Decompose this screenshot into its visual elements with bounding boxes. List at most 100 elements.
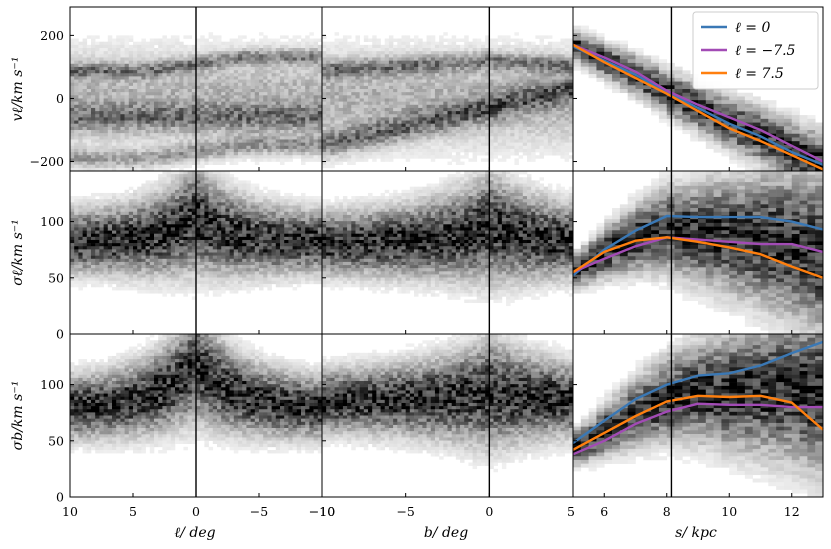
heatmap-cell <box>95 35 100 38</box>
heatmap-cell <box>406 133 410 136</box>
heatmap-cell <box>460 83 464 86</box>
heatmap-cell <box>431 83 435 86</box>
heatmap-cell <box>74 98 79 101</box>
heatmap-cell <box>523 61 527 64</box>
heatmap-cell <box>481 158 485 161</box>
heatmap-cell <box>242 98 247 101</box>
heatmap-cell <box>401 76 405 79</box>
heatmap-cell <box>502 121 506 124</box>
heatmap-cell <box>410 136 414 139</box>
heatmap-cell <box>167 98 172 101</box>
heatmap-cell <box>188 143 193 146</box>
heatmap-cell <box>464 114 468 117</box>
heatmap-cell <box>183 80 188 83</box>
heatmap-cell <box>360 105 364 108</box>
heatmap-cell <box>280 95 285 98</box>
heatmap-cell <box>448 98 452 101</box>
heatmap-cell <box>322 64 326 67</box>
heatmap-cell <box>452 61 456 64</box>
heatmap-cell <box>209 73 214 76</box>
heatmap-cell <box>95 158 100 161</box>
heatmap-cell <box>481 139 485 142</box>
heatmap-cell <box>70 111 75 114</box>
heatmap-cell <box>146 42 151 45</box>
heatmap-cell <box>309 146 314 149</box>
heatmap-cell <box>643 93 651 97</box>
heatmap-cell <box>183 102 188 105</box>
heatmap-cell <box>171 73 176 76</box>
heatmap-cell <box>112 83 117 86</box>
heatmap-cell <box>158 117 163 120</box>
heatmap-cell <box>167 124 172 127</box>
heatmap-cell <box>99 48 104 51</box>
heatmap-cell <box>360 152 364 155</box>
heatmap-cell <box>213 39 218 42</box>
heatmap-cell <box>452 51 456 54</box>
heatmap-cell <box>87 108 92 111</box>
heatmap-cell <box>464 105 468 108</box>
heatmap-cell <box>414 73 418 76</box>
heatmap-cell <box>95 127 100 130</box>
heatmap-cell <box>540 86 544 89</box>
heatmap-cell <box>91 117 96 120</box>
heatmap-cell <box>108 121 113 124</box>
heatmap-cell <box>523 89 527 92</box>
heatmap-cell <box>468 124 472 127</box>
heatmap-cell <box>221 76 226 79</box>
heatmap-cell <box>314 124 319 127</box>
heatmap-cell <box>108 130 113 133</box>
heatmap-cell <box>230 70 235 73</box>
heatmap-cell <box>620 59 628 63</box>
heatmap-cell <box>448 152 452 155</box>
heatmap-cell <box>280 45 285 48</box>
heatmap-cell <box>137 114 142 117</box>
heatmap-cell <box>284 158 289 161</box>
heatmap-cell <box>213 95 218 98</box>
heatmap-cell <box>116 139 121 142</box>
heatmap-cell <box>188 165 193 168</box>
heatmap-cell <box>74 121 79 124</box>
heatmap-cell <box>263 83 268 86</box>
heatmap-cell <box>659 119 667 123</box>
heatmap-cell <box>477 42 481 45</box>
heatmap-cell <box>326 48 330 51</box>
heatmap-cell <box>78 108 83 111</box>
heatmap-cell <box>162 45 167 48</box>
heatmap-cell <box>464 61 468 64</box>
heatmap-cell <box>468 102 472 105</box>
heatmap-cell <box>414 124 418 127</box>
heatmap-cell <box>389 48 393 51</box>
heatmap-cell <box>309 54 314 57</box>
heatmap-cell <box>422 114 426 117</box>
heatmap-cell <box>565 48 569 51</box>
heatmap-cell <box>87 111 92 114</box>
heatmap-cell <box>83 139 88 142</box>
heatmap-cell <box>406 143 410 146</box>
heatmap-cell <box>288 114 293 117</box>
heatmap-cell <box>255 92 259 95</box>
heatmap-cell <box>643 67 651 71</box>
heatmap-cell <box>523 121 527 124</box>
heatmap-cell <box>360 117 364 120</box>
heatmap-cell <box>305 143 310 146</box>
heatmap-cell <box>355 80 359 83</box>
heatmap-cell <box>355 155 359 158</box>
heatmap-cell <box>95 83 100 86</box>
heatmap-cell <box>146 117 151 120</box>
heatmap-cell <box>225 76 230 79</box>
heatmap-cell <box>242 76 247 79</box>
heatmap-cell <box>531 133 535 136</box>
heatmap-cell <box>267 105 272 108</box>
heatmap-cell <box>162 155 167 158</box>
heatmap-cell <box>376 143 380 146</box>
heatmap-cell <box>78 158 83 161</box>
heatmap-cell <box>343 121 347 124</box>
heatmap-cell <box>604 74 612 78</box>
heatmap-cell <box>70 136 75 139</box>
heatmap-cell <box>162 48 167 51</box>
heatmap-cell <box>129 48 134 51</box>
heatmap-cell <box>510 127 514 130</box>
heatmap-cell <box>116 57 121 60</box>
heatmap-cell <box>234 124 239 127</box>
heatmap-cell <box>99 95 104 98</box>
